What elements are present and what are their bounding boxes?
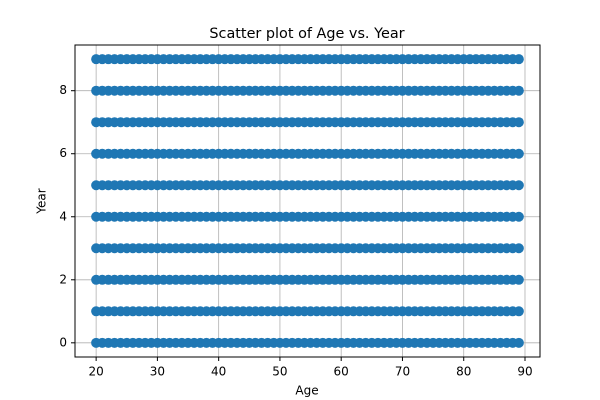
plot-frame — [74, 44, 541, 358]
points — [91, 54, 524, 348]
point — [513, 211, 524, 222]
x-tick-label: 20 — [88, 365, 103, 379]
x-tick-label: 40 — [211, 365, 226, 379]
point — [513, 306, 524, 317]
point — [513, 337, 524, 348]
y-tick-label: 8 — [59, 83, 67, 97]
point — [513, 117, 524, 128]
x-tick-label: 50 — [272, 365, 287, 379]
point — [513, 85, 524, 96]
y-tick-label: 4 — [59, 209, 67, 223]
y-axis-label: Year — [35, 188, 49, 214]
chart-title: Scatter plot of Age vs. Year — [209, 26, 404, 42]
x-tick-label: 80 — [456, 365, 471, 379]
x-tick-label: 90 — [517, 365, 532, 379]
point — [513, 180, 524, 191]
x-tick-label: 60 — [334, 365, 349, 379]
point — [513, 54, 524, 65]
x-tick-label: 70 — [395, 365, 410, 379]
point — [513, 274, 524, 285]
y-tick-label: 0 — [59, 335, 67, 349]
y-tick-label: 2 — [59, 272, 67, 286]
x-axis-label: Age — [295, 384, 318, 398]
point — [513, 243, 524, 254]
y-tick-label: 6 — [59, 146, 67, 160]
point — [513, 148, 524, 159]
x-tick-label: 30 — [150, 365, 165, 379]
